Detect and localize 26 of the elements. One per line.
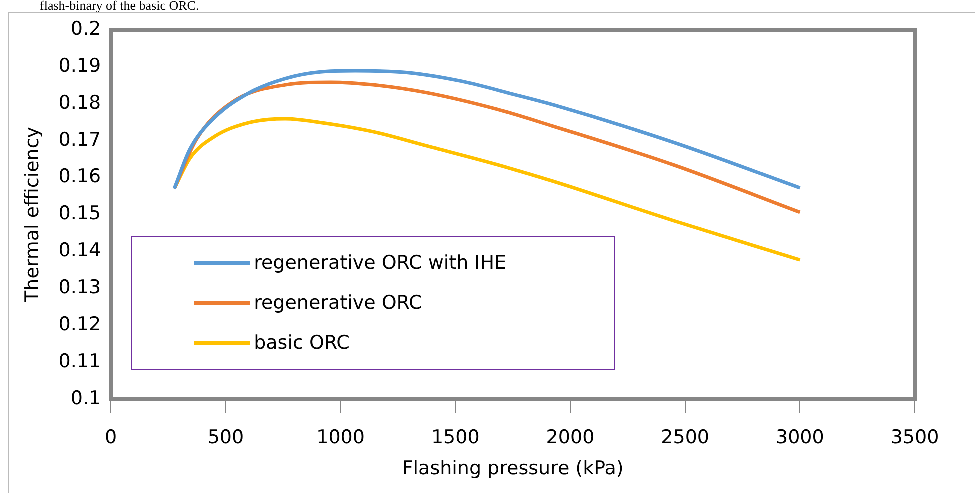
y-tick-label: 0.17 bbox=[58, 128, 102, 151]
y-tick-label: 0.16 bbox=[58, 166, 102, 188]
y-tick-label: 0.19 bbox=[58, 54, 102, 77]
y-tick-label: 0.14 bbox=[58, 240, 102, 262]
x-tick-label: 500 bbox=[208, 426, 244, 449]
x-tick-label: 1000 bbox=[316, 426, 365, 449]
x-tick-label: 3000 bbox=[776, 426, 824, 449]
x-axis-title: Flashing pressure (kPa) bbox=[402, 458, 624, 480]
x-tick-label: 0 bbox=[105, 426, 118, 449]
x-tick-label: 2500 bbox=[661, 426, 710, 449]
y-tick-label: 0.13 bbox=[58, 276, 102, 299]
y-tick-label: 0.12 bbox=[58, 313, 102, 336]
y-tick-label: 0.1 bbox=[70, 387, 102, 410]
legend-label: basic ORC bbox=[254, 332, 350, 354]
y-tick-label: 0.11 bbox=[58, 350, 102, 372]
x-tick-label: 2000 bbox=[546, 426, 595, 449]
legend-label: regenerative ORC with IHE bbox=[254, 252, 507, 274]
x-tick-label: 3500 bbox=[890, 426, 940, 449]
y-tick-label: 0.18 bbox=[58, 92, 102, 114]
legend-label: regenerative ORC bbox=[254, 292, 422, 314]
y-tick-label: 0.15 bbox=[58, 202, 102, 225]
x-tick-label: 1500 bbox=[431, 426, 480, 449]
y-axis-title: Thermal efficiency bbox=[21, 126, 44, 304]
line-series bbox=[172, 69, 802, 191]
y-tick-label: 0.2 bbox=[70, 18, 102, 40]
text: flash-binary of the basic ORC. bbox=[40, 0, 200, 13]
